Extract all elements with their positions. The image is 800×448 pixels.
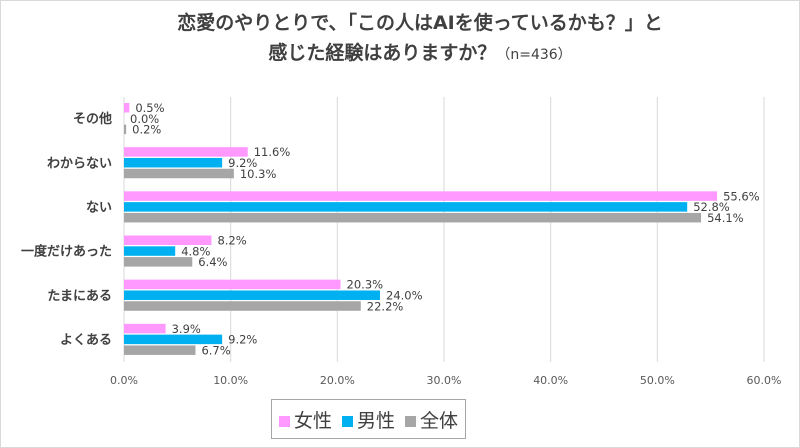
bar [124, 290, 380, 300]
bar [124, 334, 223, 345]
bar [124, 212, 702, 223]
data-label: 20.3% [347, 278, 384, 292]
data-label: 52.8% [693, 200, 730, 214]
x-tick-label: 50.0% [640, 374, 675, 387]
data-label: 55.6% [723, 189, 760, 203]
data-label: 10.3% [240, 167, 277, 181]
chart-title: 恋愛のやりとりで、「この人はAIを使っているかも？」と 感じた経験はありますか？… [150, 8, 690, 70]
bar [124, 147, 248, 157]
data-label: 0.2% [132, 123, 161, 137]
data-label: 22.2% [367, 299, 404, 313]
data-label: 8.2% [217, 234, 246, 248]
bar [124, 124, 127, 135]
data-label: 6.7% [201, 343, 230, 357]
bar [124, 279, 341, 290]
x-tick-label: 20.0% [320, 374, 355, 387]
category-label: その他 [73, 111, 112, 127]
bar [124, 157, 223, 168]
data-label: 3.9% [172, 322, 201, 336]
category-label: 一度だけあった [21, 244, 112, 260]
x-tick-label: 10.0% [213, 374, 248, 387]
bar [124, 345, 196, 355]
bar [124, 301, 361, 311]
data-label: 0.5% [135, 101, 164, 115]
data-label: 9.2% [228, 156, 257, 170]
bar [124, 103, 130, 113]
x-tick-label: 0.0% [110, 374, 138, 387]
title-line-2: 感じた経験はありますか？ [268, 42, 497, 64]
category-label: ない [86, 200, 112, 215]
bar [124, 246, 176, 256]
bar [124, 323, 166, 334]
data-label: 11.6% [254, 145, 291, 159]
data-label: 0.0% [130, 112, 159, 126]
x-tick-label: 30.0% [427, 374, 462, 387]
data-label: 6.4% [198, 255, 227, 269]
bar [124, 191, 718, 201]
data-label: 54.1% [707, 211, 744, 225]
bar [124, 235, 212, 245]
legend-item-total: 全体 [405, 406, 458, 433]
category-label: わからない [47, 156, 112, 171]
data-label: 4.8% [181, 244, 210, 258]
x-tick-label: 40.0% [533, 374, 568, 387]
bar [124, 168, 234, 179]
title-note: （n=436） [496, 47, 572, 63]
category-label: たまにある [47, 289, 112, 304]
title-line-1: 恋愛のやりとりで、「この人はAIを使っているかも？」と [177, 12, 663, 34]
data-label: 9.2% [228, 333, 257, 347]
legend-item-female: 女性 [278, 406, 332, 433]
bar [124, 202, 688, 212]
legend: 女性 男性 全体 [271, 399, 466, 439]
legend-item-male: 男性 [341, 406, 395, 433]
bar [124, 257, 193, 267]
x-tick-label: 60.0% [747, 374, 782, 387]
category-label: よくある [60, 333, 112, 348]
data-label: 24.0% [386, 288, 423, 302]
